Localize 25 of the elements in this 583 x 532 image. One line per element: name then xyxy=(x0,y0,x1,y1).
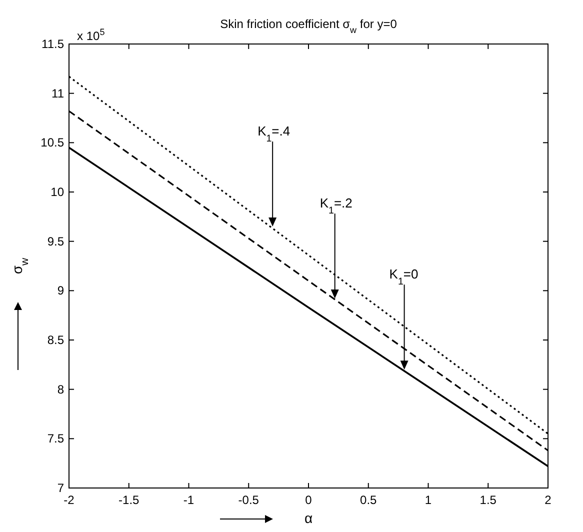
x-tick-label: -2 xyxy=(64,493,75,507)
y-tick-label: 11.5 xyxy=(42,37,64,51)
y-tick-label: 9.5 xyxy=(47,234,64,248)
y-tick-label: 9 xyxy=(57,284,64,298)
x-tick-label: 0.5 xyxy=(360,493,378,507)
x-tick-label: 2 xyxy=(544,493,552,507)
y-tick-label: 10 xyxy=(50,185,64,199)
y-tick-label: 7.5 xyxy=(47,432,64,446)
annotation: K$_{1}$=.4 xyxy=(258,124,290,144)
chart-title: Skin friction coefficient σ$_{w}$ for y=0 xyxy=(220,17,398,35)
y-tick-label: 11 xyxy=(52,86,64,100)
y-tick-label: 7 xyxy=(57,481,64,495)
x-tick-label: 1 xyxy=(424,493,432,507)
annotation: K$_{1}$=.2 xyxy=(320,196,352,216)
x-axis-title: α xyxy=(304,510,313,526)
y-tick-label: 8 xyxy=(57,382,64,396)
x-tick-label: -1.5 xyxy=(118,493,140,507)
x-tick-label: 0 xyxy=(305,493,312,507)
x-tick-label: 1.5 xyxy=(480,493,497,507)
y-tick-label: 8.5 xyxy=(47,333,64,347)
annotation: K$_{1}$=0 xyxy=(389,266,418,288)
x-tick-label: -0.5 xyxy=(238,493,260,507)
x-tick-label: -1 xyxy=(183,493,194,507)
y-tick-label: 10.5 xyxy=(40,136,64,150)
text: x 10$^{5}$ xyxy=(77,27,105,43)
